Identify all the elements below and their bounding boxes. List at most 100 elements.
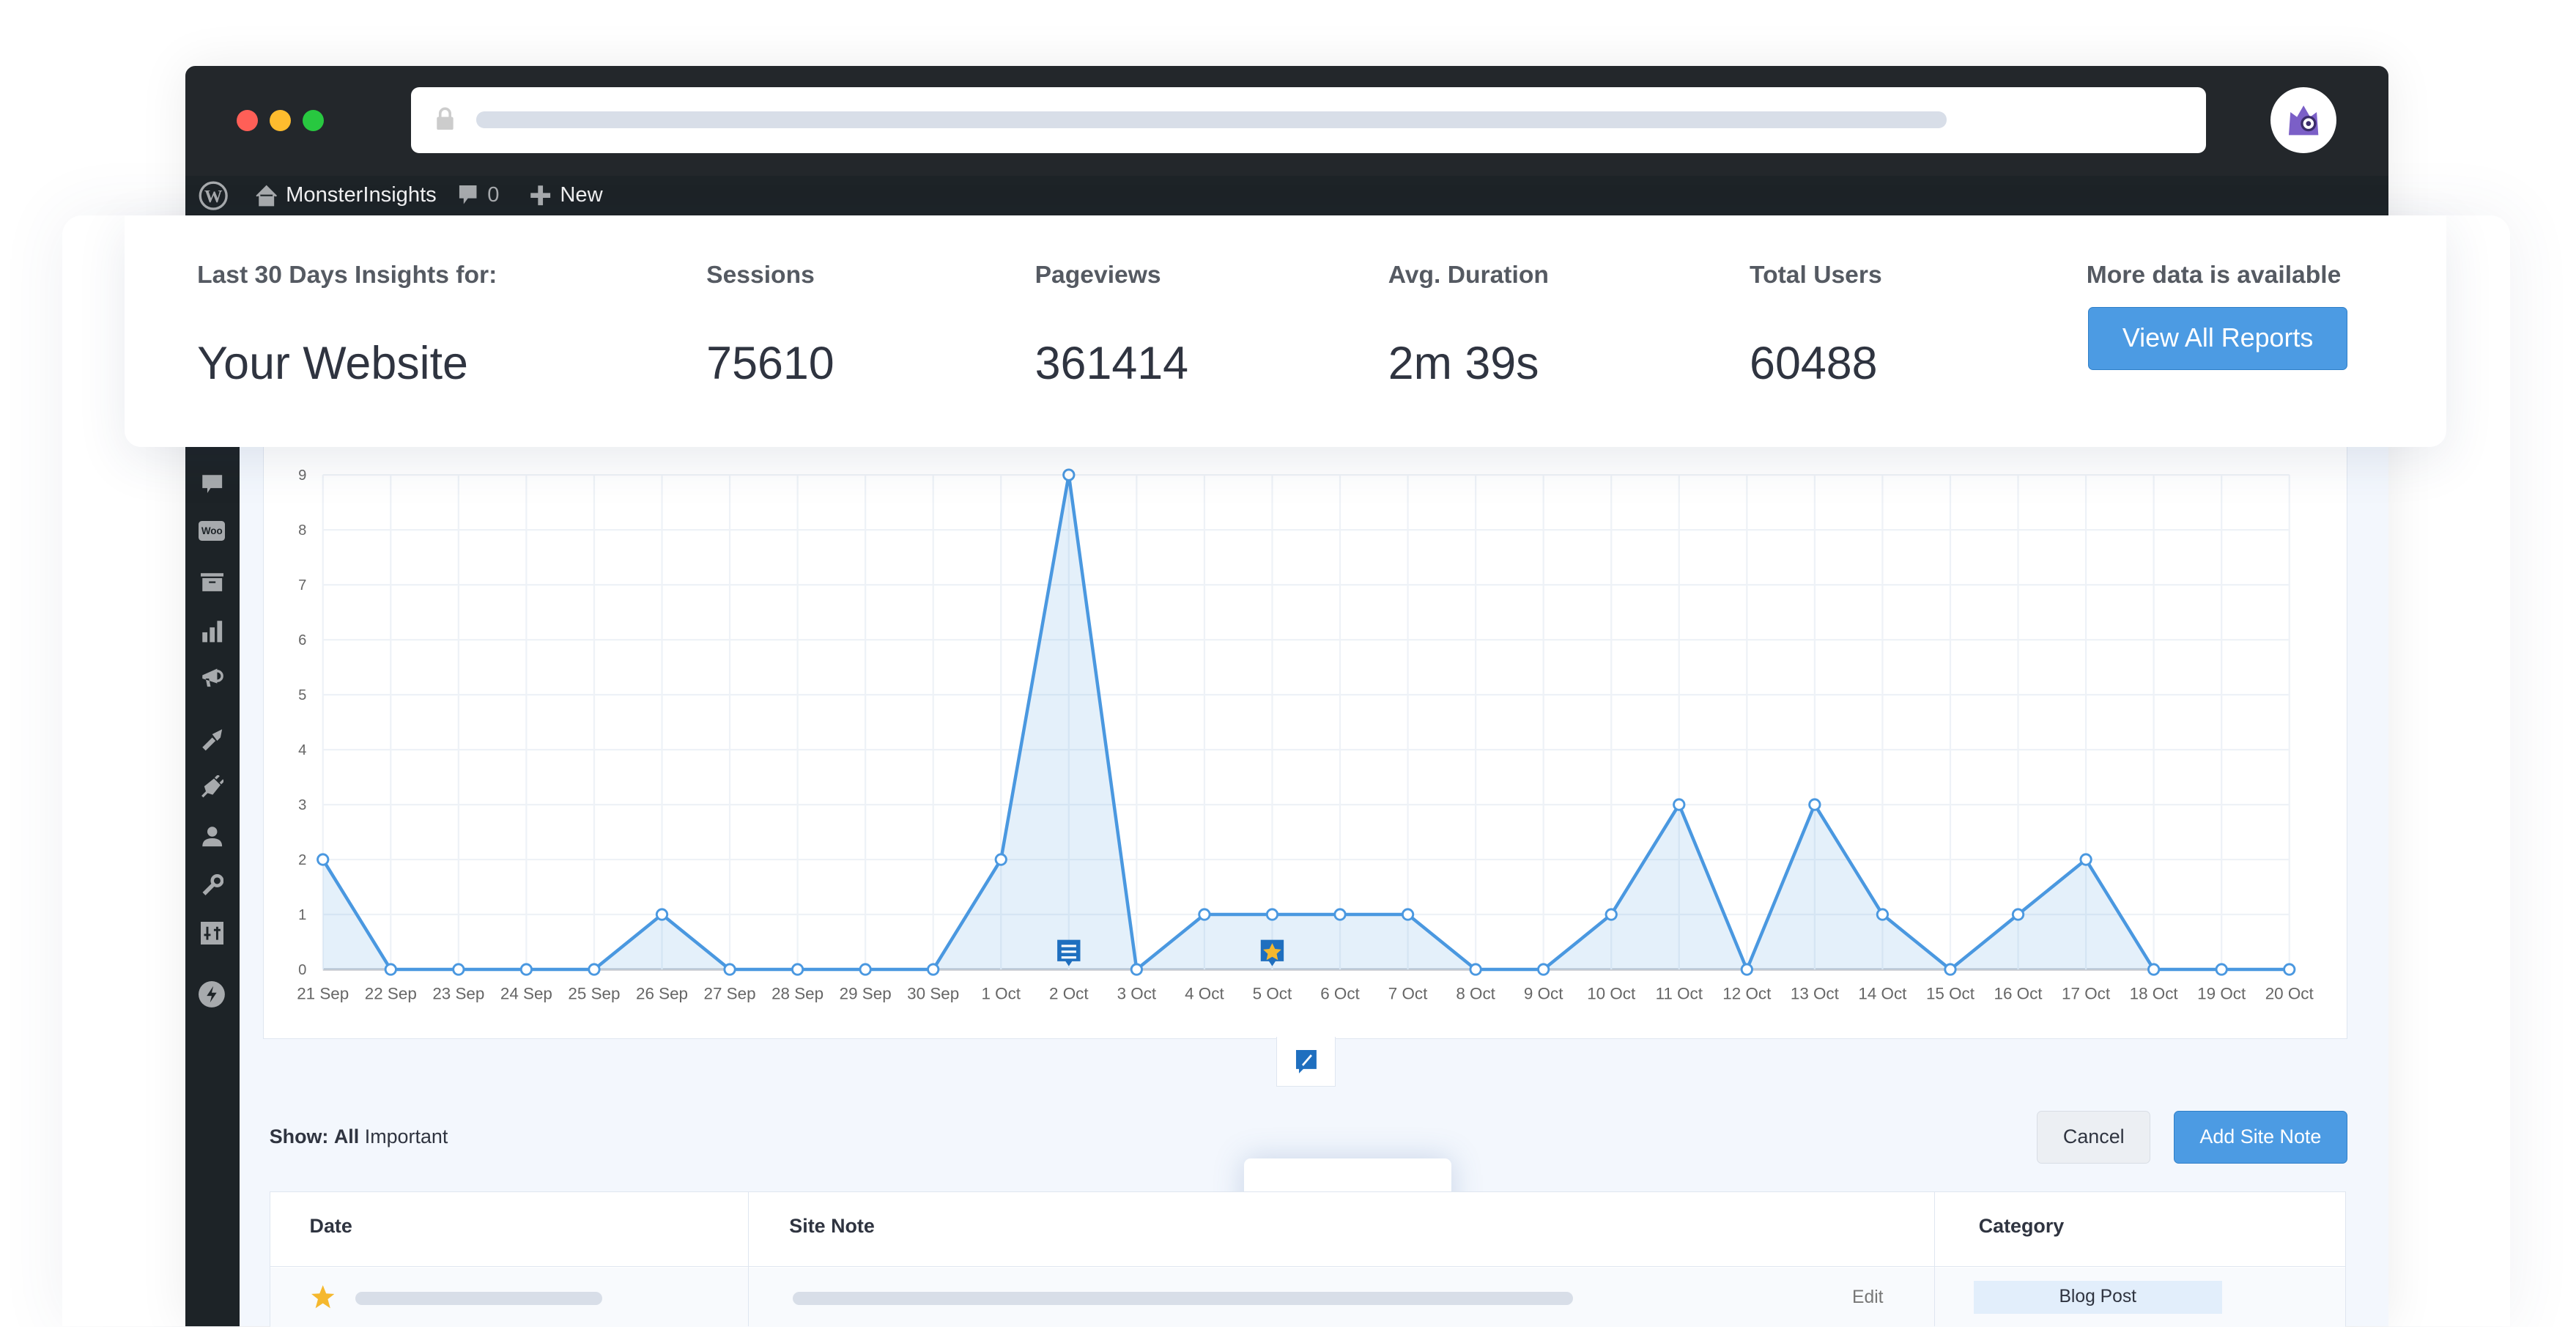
edit-link[interactable]: Edit bbox=[1852, 1287, 1884, 1307]
x-tick-label: 1 Oct bbox=[981, 984, 1021, 1002]
comments-link[interactable]: 0 bbox=[456, 183, 500, 207]
address-bar[interactable] bbox=[410, 86, 2207, 153]
minimize-window-button[interactable] bbox=[269, 110, 291, 132]
x-tick-label: 10 Oct bbox=[1587, 984, 1636, 1002]
annotation-marker-note-icon[interactable] bbox=[1056, 939, 1081, 966]
more-data-label: More data is available bbox=[2086, 261, 2342, 289]
x-tick-label: 17 Oct bbox=[2062, 984, 2111, 1002]
y-tick-label: 1 bbox=[298, 907, 306, 923]
data-point bbox=[1605, 908, 1618, 921]
wordpress-logo-icon[interactable]: W bbox=[199, 181, 229, 210]
data-point bbox=[994, 853, 1007, 866]
monster-icon bbox=[2288, 105, 2318, 135]
data-point bbox=[859, 963, 872, 976]
x-tick-label: 12 Oct bbox=[1722, 984, 1772, 1002]
x-tick-label: 28 Sep bbox=[771, 984, 823, 1002]
x-tick-label: 25 Sep bbox=[568, 984, 620, 1002]
data-point bbox=[519, 963, 533, 976]
plus-icon bbox=[530, 185, 550, 206]
x-tick-label: 8 Oct bbox=[1456, 984, 1495, 1002]
data-point bbox=[1807, 798, 1821, 811]
data-point bbox=[1062, 468, 1076, 481]
filter-important[interactable]: Important bbox=[364, 1125, 448, 1147]
comments-icon[interactable] bbox=[199, 472, 225, 498]
users-icon[interactable] bbox=[199, 823, 225, 849]
notes-filter: Show: All Important bbox=[270, 1125, 448, 1148]
x-tick-label: 22 Sep bbox=[365, 984, 417, 1002]
annotation-marker-star-icon[interactable] bbox=[1260, 939, 1284, 966]
appearance-icon[interactable] bbox=[199, 726, 225, 753]
x-tick-label: 4 Oct bbox=[1185, 984, 1224, 1002]
data-point bbox=[1672, 798, 1686, 811]
site-notes-chart: 0 1 2 3 4 5 6 7 8 9 21 Sep 22 Sep 23 Sep 24 Sep 25 Sep… bbox=[297, 467, 2314, 1003]
new-content-link[interactable]: New bbox=[529, 183, 603, 207]
cancel-button[interactable]: Cancel bbox=[2037, 1110, 2151, 1164]
site-notes-table: Date Site Note Category Edit Blog Post bbox=[269, 1191, 2346, 1327]
x-tick-label: 6 Oct bbox=[1320, 984, 1360, 1002]
x-tick-label: 23 Sep bbox=[432, 984, 484, 1002]
analytics-icon[interactable] bbox=[199, 618, 225, 644]
category-badge: Blog Post bbox=[1973, 1280, 2222, 1314]
monster-avatar[interactable] bbox=[2270, 86, 2336, 153]
maximize-window-button[interactable] bbox=[302, 110, 324, 132]
data-point bbox=[2079, 853, 2092, 866]
data-point bbox=[1876, 908, 1889, 921]
total-users-label: Total Users bbox=[1750, 261, 1882, 289]
close-window-button[interactable] bbox=[236, 110, 259, 132]
x-tick-label: 3 Oct bbox=[1117, 984, 1156, 1002]
woocommerce-icon[interactable]: Woo bbox=[199, 520, 226, 541]
archive-icon[interactable] bbox=[199, 570, 225, 596]
tools-icon[interactable] bbox=[199, 873, 225, 899]
x-tick-label: 20 Oct bbox=[2265, 984, 2314, 1002]
site-home-link[interactable]: MonsterInsights bbox=[255, 183, 437, 207]
filter-all[interactable]: All bbox=[333, 1125, 360, 1147]
sessions-label: Sessions bbox=[706, 261, 815, 289]
plugins-icon[interactable] bbox=[199, 774, 225, 800]
url-placeholder bbox=[476, 111, 1947, 128]
lightning-icon[interactable] bbox=[199, 980, 226, 1008]
comments-count: 0 bbox=[487, 183, 500, 207]
wp-admin-bar: W MonsterInsights 0 New bbox=[185, 175, 2389, 215]
data-point bbox=[926, 963, 940, 976]
view-all-reports-button[interactable]: View All Reports bbox=[2087, 307, 2348, 370]
home-icon bbox=[255, 185, 277, 207]
x-tick-label: 30 Sep bbox=[907, 984, 959, 1002]
total-users-value: 60488 bbox=[1750, 337, 1878, 389]
add-site-note-button[interactable]: Add Site Note bbox=[2173, 1110, 2348, 1164]
x-tick-label: 19 Oct bbox=[2197, 984, 2246, 1002]
data-point bbox=[1944, 963, 1957, 976]
table-row: Edit Blog Post bbox=[270, 1267, 2345, 1327]
data-point bbox=[1401, 908, 1414, 921]
note-placeholder bbox=[792, 1292, 1573, 1306]
settings-icon[interactable] bbox=[199, 920, 225, 947]
data-point bbox=[2147, 963, 2161, 976]
x-tick-label: 18 Oct bbox=[2129, 984, 2178, 1002]
data-point bbox=[1333, 908, 1347, 921]
chart-panel: 0 1 2 3 4 5 6 7 8 9 21 Sep 22 Sep 23 Sep 24 Sep 25 Sep… bbox=[262, 446, 2347, 1313]
column-header-date: Date bbox=[309, 1215, 352, 1238]
y-tick-label: 7 bbox=[298, 577, 306, 594]
date-placeholder bbox=[355, 1292, 602, 1306]
header-divider bbox=[270, 1265, 2345, 1267]
x-tick-label: 16 Oct bbox=[1994, 984, 2043, 1002]
y-tick-label: 6 bbox=[298, 632, 306, 648]
x-tick-label: 2 Oct bbox=[1049, 984, 1089, 1002]
x-tick-label: 9 Oct bbox=[1524, 984, 1563, 1002]
data-point bbox=[723, 963, 736, 976]
data-point bbox=[2011, 908, 2024, 921]
add-note-toggle-button[interactable] bbox=[1276, 1036, 1336, 1087]
new-label: New bbox=[560, 183, 603, 207]
data-point bbox=[1198, 908, 1211, 921]
x-tick-label: 21 Sep bbox=[297, 984, 349, 1002]
star-icon[interactable] bbox=[311, 1285, 335, 1309]
x-tick-label: 14 Oct bbox=[1858, 984, 1907, 1002]
y-tick-label: 9 bbox=[298, 467, 306, 484]
marketing-icon[interactable] bbox=[199, 664, 225, 690]
column-divider bbox=[748, 1191, 750, 1326]
x-tick-label: 7 Oct bbox=[1388, 984, 1428, 1002]
column-header-category: Category bbox=[1978, 1215, 2065, 1238]
series-line bbox=[321, 474, 2290, 974]
y-tick-label: 5 bbox=[298, 687, 306, 703]
site-name-value: Your Website bbox=[197, 337, 468, 389]
